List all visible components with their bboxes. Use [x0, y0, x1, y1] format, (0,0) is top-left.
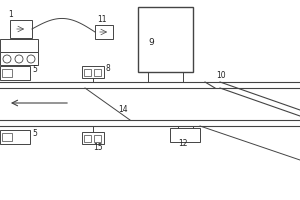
Bar — [82, 66, 104, 78]
Bar — [0, 66, 30, 80]
Text: 15: 15 — [93, 143, 103, 152]
Text: 8: 8 — [106, 64, 111, 73]
Bar — [82, 132, 104, 144]
Bar — [0, 39, 38, 52]
Bar — [0, 52, 38, 65]
Text: 11: 11 — [97, 15, 106, 24]
Bar — [10, 20, 32, 38]
Bar — [0, 130, 30, 144]
Bar — [84, 135, 91, 142]
Text: 9: 9 — [148, 38, 154, 47]
Text: 10: 10 — [216, 71, 226, 80]
Bar — [94, 135, 101, 142]
Text: 12: 12 — [178, 139, 188, 148]
Bar — [2, 133, 12, 141]
Bar — [170, 128, 200, 142]
Text: 1: 1 — [8, 10, 13, 19]
Text: 5: 5 — [32, 129, 37, 138]
Text: 5: 5 — [32, 65, 37, 74]
Bar — [84, 69, 91, 76]
Bar — [2, 69, 12, 77]
Text: 14: 14 — [118, 105, 128, 114]
Bar — [94, 69, 101, 76]
Bar — [95, 25, 113, 39]
Bar — [138, 7, 193, 72]
